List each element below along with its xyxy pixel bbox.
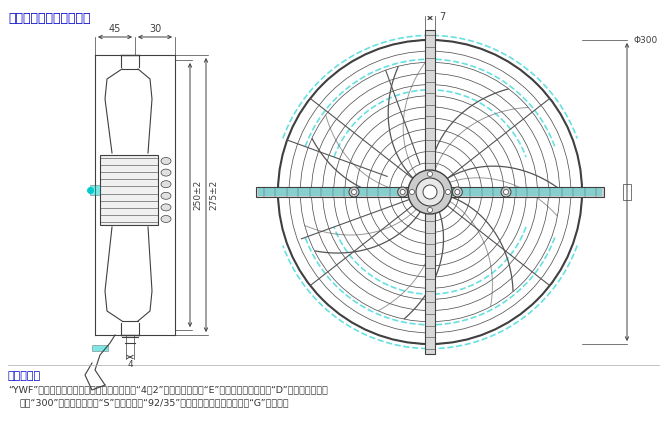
Circle shape: [349, 187, 359, 197]
Circle shape: [446, 190, 450, 194]
Circle shape: [352, 190, 356, 194]
Ellipse shape: [161, 215, 171, 222]
Circle shape: [452, 187, 462, 197]
Bar: [92, 345, 108, 351]
Circle shape: [408, 170, 452, 214]
Circle shape: [416, 178, 444, 206]
Text: 45: 45: [109, 24, 121, 34]
Text: 30: 30: [149, 24, 161, 34]
Text: 7: 7: [439, 12, 446, 22]
Text: 250±2: 250±2: [193, 180, 202, 210]
Bar: [623, 184, 631, 200]
Bar: [425, 30, 435, 354]
Bar: [90, 185, 100, 195]
Bar: [100, 155, 158, 225]
Text: 275±2: 275±2: [209, 180, 218, 210]
Circle shape: [398, 187, 408, 197]
Bar: [258, 188, 602, 196]
Ellipse shape: [161, 181, 171, 188]
Circle shape: [428, 171, 432, 177]
Text: “YWF”表示交流感应异步外转子风扇电动机，“4、2”表示电机极数，“E”表示单相电容运转、“D”表示三相异步运: “YWF”表示交流感应异步外转子风扇电动机，“4、2”表示电机极数，“E”表示单…: [8, 385, 328, 394]
Circle shape: [423, 185, 437, 199]
Text: 外形尺寸测量方式参考图: 外形尺寸测量方式参考图: [8, 12, 91, 25]
Ellipse shape: [161, 204, 171, 211]
Bar: [256, 187, 604, 197]
Circle shape: [501, 187, 511, 197]
Ellipse shape: [161, 157, 171, 164]
Text: 4: 4: [127, 360, 133, 369]
Text: 转，“300”表示风叶直径，“S”表示吸风，“92/35”表示转子直径和铁芯叠厚，“G”表示网罩: 转，“300”表示风叶直径，“S”表示吸风，“92/35”表示转子直径和铁芯叠厚…: [20, 398, 289, 407]
Text: 参数说明：: 参数说明：: [8, 371, 41, 381]
Circle shape: [428, 208, 432, 212]
Ellipse shape: [161, 169, 171, 176]
Circle shape: [400, 190, 405, 194]
Circle shape: [455, 190, 460, 194]
Circle shape: [410, 190, 414, 194]
Text: Φ300: Φ300: [633, 36, 657, 45]
Circle shape: [504, 190, 508, 194]
Ellipse shape: [161, 192, 171, 199]
